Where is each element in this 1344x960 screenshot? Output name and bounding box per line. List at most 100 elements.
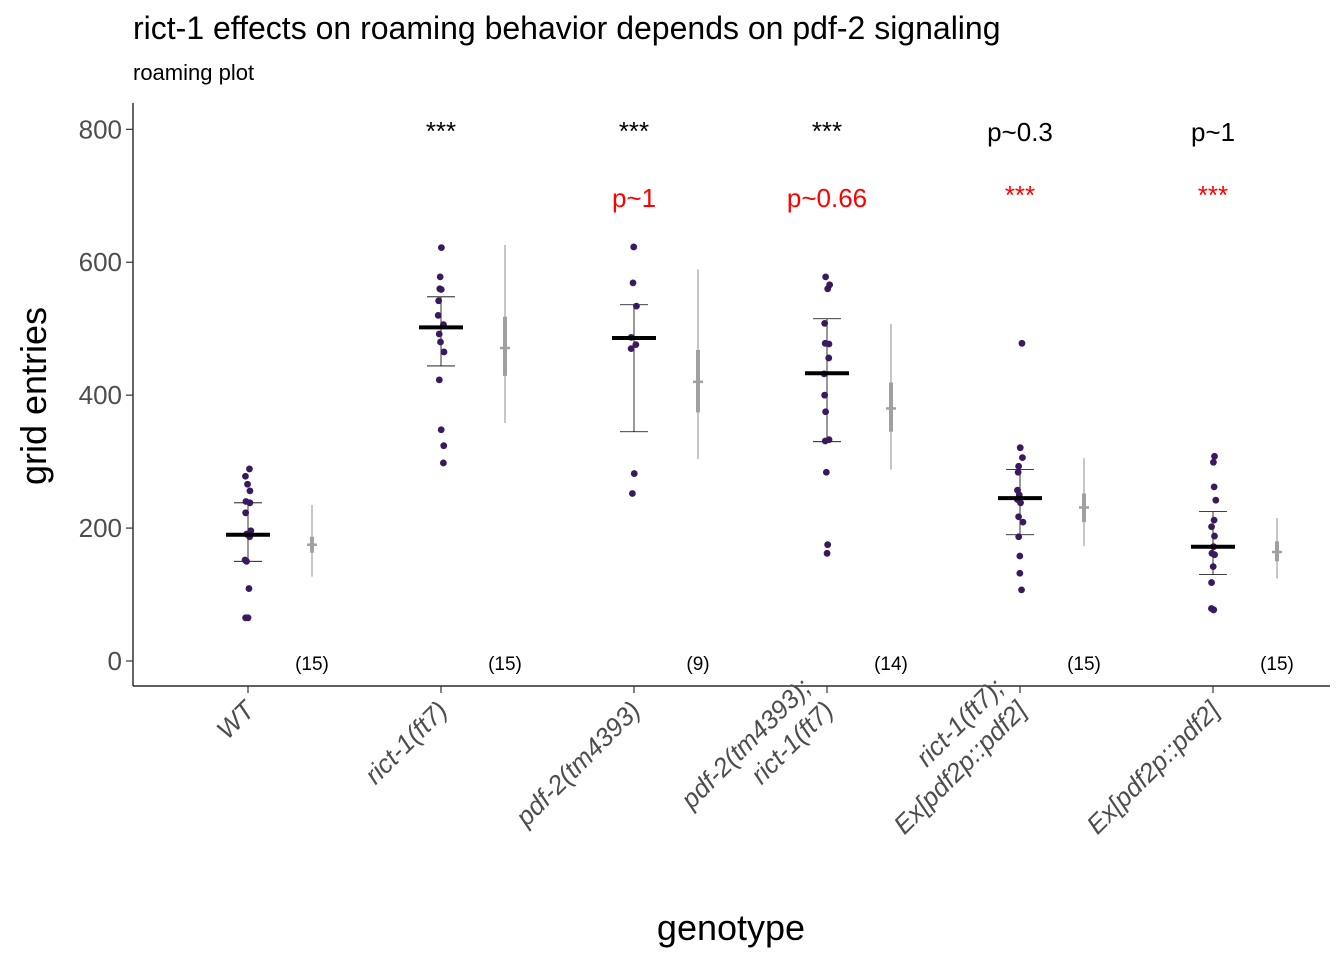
significance-label-vs-wt: *** (619, 116, 649, 146)
significance-label-vs-wt: p~0.3 (987, 117, 1053, 147)
chart-subtitle: roaming plot (133, 60, 255, 85)
data-point (629, 279, 637, 287)
y-tick-label: 600 (79, 247, 122, 277)
significance-label-red: p~1 (612, 183, 656, 213)
data-point (1019, 518, 1027, 526)
data-point (435, 297, 443, 305)
data-point (1208, 523, 1215, 531)
y-axis-title: grid entries (13, 307, 54, 485)
data-point (1017, 499, 1024, 507)
x-tick-label-line: Ex[pdf2p::pdf2] (1080, 694, 1225, 839)
data-point (1211, 452, 1218, 460)
data-point (437, 338, 444, 346)
data-point (434, 312, 442, 319)
x-tick-label: rict-1(ft7) (358, 695, 453, 790)
data-point (439, 459, 447, 467)
data-point (440, 442, 448, 450)
n-label: (9) (686, 654, 709, 675)
data-point (242, 614, 250, 622)
data-point (1018, 586, 1025, 594)
x-tick-label-line: WT (210, 694, 261, 745)
significance-label-vs-wt: *** (812, 116, 842, 146)
data-point (437, 286, 445, 293)
x-axis-title: genotype (657, 907, 805, 948)
data-point (824, 541, 832, 549)
plot-marks: (15) (15) *** (9) *** p~1 (14) *** p~0.66 (15) p~0… (226, 116, 1294, 675)
data-point (1016, 444, 1024, 452)
data-point (630, 470, 638, 477)
y-tick-label: 200 (79, 513, 122, 543)
data-point (1211, 551, 1218, 559)
data-point (821, 437, 829, 445)
x-tick-label-line: pdf-2(tm4393) (509, 695, 646, 832)
data-point (630, 243, 638, 251)
n-label: (15) (488, 654, 522, 675)
data-point (245, 585, 253, 592)
data-point (822, 408, 830, 416)
data-point (243, 557, 250, 565)
data-point (632, 341, 640, 349)
x-axis: WT rict-1(ft7) pdf-2(tm4393) pdf-2(tm4393);… (133, 672, 1330, 840)
data-point (1210, 458, 1217, 466)
n-label: (15) (1067, 654, 1101, 675)
data-point (823, 549, 831, 557)
data-point (1015, 533, 1023, 541)
data-point (1210, 483, 1218, 491)
data-point (440, 348, 448, 356)
data-point (242, 472, 249, 480)
data-point (822, 273, 830, 281)
data-point (1015, 513, 1022, 521)
data-point (1016, 569, 1024, 577)
data-point (437, 426, 445, 434)
data-point (244, 480, 251, 488)
data-point (821, 319, 829, 327)
y-tick-label: 0 (108, 646, 122, 676)
data-point (1209, 563, 1217, 571)
data-point (633, 302, 640, 310)
data-point (628, 490, 636, 497)
y-tick-label: 400 (79, 380, 122, 410)
data-point (1212, 496, 1220, 504)
data-point (1210, 606, 1218, 614)
significance-label-vs-wt: *** (426, 116, 456, 146)
x-tick-label: WT (210, 694, 261, 745)
data-point (824, 285, 832, 293)
n-label: (15) (295, 654, 329, 675)
data-point (435, 376, 443, 384)
data-point (436, 273, 444, 281)
x-tick-label: pdf-2(tm4393);rict-1(ft7) (674, 672, 839, 837)
x-tick-label: Ex[pdf2p::pdf2] (1080, 694, 1225, 839)
data-point (1016, 552, 1024, 560)
x-tick-label: rict-1(ft7);Ex[pdf2p::pdf2] (865, 672, 1033, 840)
n-label: (14) (874, 654, 908, 675)
y-axis: 0 200 400 600 800 (79, 103, 134, 686)
x-tick-label-line: rict-1(ft7) (358, 695, 453, 790)
data-point (246, 499, 254, 507)
data-point (1014, 468, 1022, 476)
data-point (246, 465, 253, 473)
data-point (1019, 454, 1026, 462)
chart-title: rict-1 effects on roaming behavior depen… (133, 10, 1001, 46)
data-point (825, 340, 833, 348)
data-point (246, 487, 254, 495)
y-tick-label: 800 (79, 114, 122, 144)
data-point (822, 468, 830, 476)
x-tick-label: pdf-2(tm4393) (509, 695, 646, 832)
significance-label-red: p~0.66 (787, 183, 867, 213)
data-point (1210, 516, 1218, 524)
data-point (242, 509, 250, 517)
data-point (825, 354, 833, 362)
data-point (1208, 579, 1215, 586)
significance-label-red: *** (1198, 180, 1228, 210)
data-point (821, 391, 829, 399)
n-label: (15) (1260, 654, 1294, 675)
data-point (1015, 462, 1023, 470)
data-point (435, 330, 443, 338)
data-point (627, 345, 635, 353)
data-point (437, 244, 445, 252)
data-point (1211, 532, 1218, 540)
significance-label-vs-wt: p~1 (1191, 117, 1235, 147)
data-point (1018, 339, 1026, 347)
significance-label-red: *** (1005, 180, 1035, 210)
